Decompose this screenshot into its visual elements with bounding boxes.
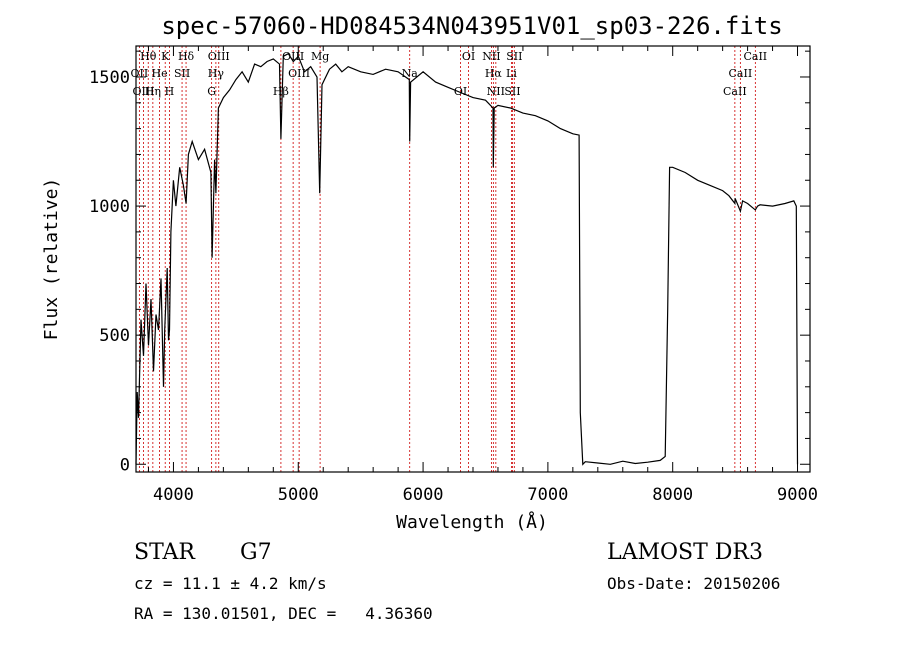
line-label: SII bbox=[504, 85, 520, 98]
redshift-cz: cz = 11.1 ± 4.2 km/s bbox=[134, 574, 327, 593]
line-label: He bbox=[152, 67, 168, 80]
line-label: OIII bbox=[288, 67, 310, 80]
y-tick-label: 1500 bbox=[89, 68, 130, 88]
line-label: NII bbox=[487, 85, 505, 98]
obs-date: Obs-Date: 20150206 bbox=[607, 574, 781, 593]
x-axis: 4000 5000 6000 7000 8000 9000 bbox=[147, 46, 818, 505]
x-axis-label: Wavelength (Å) bbox=[396, 511, 548, 533]
line-label: Hα bbox=[485, 67, 503, 80]
spectrum-line bbox=[135, 52, 799, 466]
y-tick-label: 500 bbox=[99, 326, 130, 346]
line-label: Hδ bbox=[178, 50, 195, 63]
line-label: K bbox=[161, 50, 170, 63]
y-axis: 0 500 1000 1500 bbox=[89, 50, 810, 475]
line-label: Hθ bbox=[140, 50, 157, 63]
y-tick-label: 1000 bbox=[89, 197, 130, 217]
line-label: OI bbox=[462, 50, 475, 63]
line-label: Hη bbox=[145, 85, 161, 98]
x-tick-label: 5000 bbox=[278, 485, 319, 505]
line-label: G bbox=[207, 85, 216, 98]
line-label: Hβ bbox=[273, 85, 289, 98]
y-axis-label: Flux (relative) bbox=[41, 178, 62, 341]
ra-dec: RA = 130.01501, DEC = 4.36360 bbox=[134, 604, 433, 623]
line-label: NII bbox=[482, 50, 500, 63]
line-label: SII bbox=[174, 67, 190, 80]
line-label: OIII bbox=[208, 50, 230, 63]
line-label: CaII bbox=[729, 67, 753, 80]
line-label: H bbox=[165, 85, 175, 98]
line-label: CaII bbox=[723, 85, 747, 98]
plot-frame bbox=[135, 45, 811, 473]
x-tick-label: 8000 bbox=[652, 485, 693, 505]
x-tick-label: 7000 bbox=[527, 485, 568, 505]
line-markers bbox=[138, 46, 756, 472]
line-label: OIII bbox=[132, 85, 154, 98]
object-class: STAR bbox=[134, 540, 195, 565]
x-tick-label: 9000 bbox=[777, 485, 818, 505]
y-tick-label: 0 bbox=[120, 455, 130, 475]
object-subclass: G7 bbox=[240, 540, 272, 565]
line-label: Mg bbox=[311, 50, 329, 63]
line-label: Li bbox=[506, 67, 517, 80]
line-label: OI bbox=[454, 85, 467, 98]
line-labels: HθOIIOIIIKHeHηHδSIIHOIIIHγGOIIIOIIIHβMgN… bbox=[131, 50, 768, 98]
chart-title: spec-57060-HD084534N043951V01_sp03-226.f… bbox=[161, 12, 782, 40]
line-label: CaII bbox=[743, 50, 767, 63]
x-tick-label: 6000 bbox=[403, 485, 444, 505]
spectrum-chart: spec-57060-HD084534N043951V01_sp03-226.f… bbox=[41, 12, 818, 533]
line-label: SII bbox=[506, 50, 522, 63]
survey-name: LAMOST DR3 bbox=[607, 540, 763, 565]
x-tick-label: 4000 bbox=[153, 485, 194, 505]
line-label: OII bbox=[131, 67, 149, 80]
line-label: Hγ bbox=[208, 67, 225, 80]
